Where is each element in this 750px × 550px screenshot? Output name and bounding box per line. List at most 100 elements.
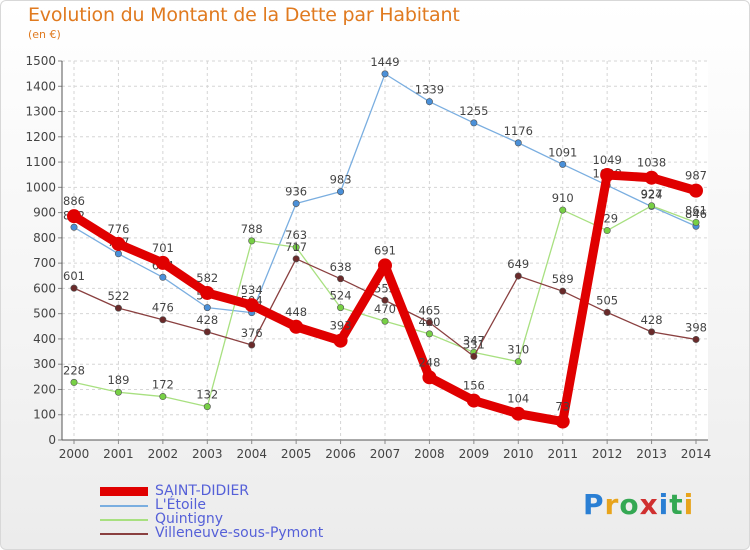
data-point xyxy=(559,206,567,214)
logo-letter: o xyxy=(619,488,640,521)
data-label: 1049 xyxy=(593,153,622,167)
y-tick-label: 1300 xyxy=(25,105,56,119)
y-tick-label: 600 xyxy=(33,281,56,295)
x-tick-label: 2004 xyxy=(236,447,267,461)
data-label: 910 xyxy=(552,191,574,205)
data-label: 465 xyxy=(418,304,440,318)
y-tick-label: 800 xyxy=(33,231,56,245)
data-label: 248 xyxy=(418,355,440,369)
data-point xyxy=(200,285,215,300)
data-point xyxy=(381,317,389,325)
data-label: 1339 xyxy=(415,83,444,97)
y-tick-label: 300 xyxy=(33,357,56,371)
data-point xyxy=(114,250,122,258)
x-tick-label: 2013 xyxy=(636,447,667,461)
logo-letter: r xyxy=(604,488,620,521)
data-point xyxy=(692,335,700,343)
legend-item: Villeneuve-sous-Pymont xyxy=(100,525,420,541)
data-label: 1091 xyxy=(548,145,577,159)
y-tick-label: 700 xyxy=(33,256,56,270)
data-point xyxy=(70,223,78,231)
data-label: 524 xyxy=(330,289,352,303)
data-point xyxy=(555,414,570,429)
data-label: 228 xyxy=(63,363,85,377)
y-tick-label: 1500 xyxy=(25,54,56,68)
data-point xyxy=(648,328,656,336)
legend-swatch xyxy=(100,533,148,535)
data-label: 393 xyxy=(330,319,352,333)
logo-letter: t xyxy=(669,488,684,521)
data-point xyxy=(114,388,122,396)
data-point xyxy=(514,272,522,280)
data-point xyxy=(248,237,256,245)
data-label: 589 xyxy=(552,272,574,286)
data-label: 1255 xyxy=(459,104,488,118)
data-label: 763 xyxy=(285,228,307,242)
data-point xyxy=(466,393,481,408)
data-label: 347 xyxy=(463,333,485,347)
data-label: 987 xyxy=(685,169,707,183)
data-point xyxy=(159,273,167,281)
data-label: 1038 xyxy=(637,156,666,170)
data-point xyxy=(337,188,345,196)
data-point xyxy=(337,275,345,283)
x-tick-label: 2002 xyxy=(148,447,179,461)
data-point xyxy=(600,167,615,182)
data-label: 428 xyxy=(196,313,218,327)
data-point xyxy=(514,358,522,366)
data-point xyxy=(692,218,700,226)
data-label: 924 xyxy=(641,188,663,202)
data-label: 534 xyxy=(241,283,263,297)
data-label: 172 xyxy=(152,378,174,392)
x-tick-label: 2008 xyxy=(414,447,445,461)
data-label: 428 xyxy=(641,313,663,327)
data-label: 331 xyxy=(463,337,485,351)
y-tick-label: 900 xyxy=(33,206,56,220)
logo-letter: i xyxy=(683,488,695,521)
data-point xyxy=(689,183,703,198)
data-point xyxy=(425,319,433,327)
data-label: 132 xyxy=(196,388,218,402)
x-tick-label: 2011 xyxy=(547,447,578,461)
data-point xyxy=(159,393,167,401)
data-label: 776 xyxy=(107,222,129,236)
data-point xyxy=(70,378,78,386)
y-tick-label: 1400 xyxy=(25,79,56,93)
data-label: 582 xyxy=(196,271,218,285)
data-point xyxy=(381,296,389,304)
data-label: 470 xyxy=(374,302,396,316)
chart-title: Evolution du Montant de la Dette par Hab… xyxy=(28,4,460,26)
data-point xyxy=(159,316,167,324)
data-label: 1176 xyxy=(504,124,533,138)
data-point xyxy=(422,370,437,385)
data-point xyxy=(511,406,526,421)
legend-label: SAINT-DIDIER xyxy=(155,483,250,499)
data-point xyxy=(248,341,256,349)
data-label: 476 xyxy=(152,301,174,315)
plot-area xyxy=(62,61,708,440)
data-label: 310 xyxy=(507,343,529,357)
data-point xyxy=(425,98,433,106)
data-label: 936 xyxy=(285,185,307,199)
data-label: 1449 xyxy=(370,55,399,69)
data-label: 505 xyxy=(596,293,618,307)
data-point xyxy=(603,308,611,316)
data-point xyxy=(203,304,211,312)
data-label: 788 xyxy=(241,222,263,236)
data-label: 601 xyxy=(63,269,85,283)
data-point xyxy=(603,227,611,235)
data-label: 649 xyxy=(507,257,529,271)
data-point xyxy=(292,243,300,251)
data-label: 376 xyxy=(241,326,263,340)
data-label: 522 xyxy=(107,289,129,303)
data-point xyxy=(425,330,433,338)
data-point xyxy=(203,328,211,336)
x-tick-label: 2006 xyxy=(325,447,356,461)
legend-item: L'Étoile xyxy=(100,497,420,513)
logo-letter: P xyxy=(583,488,605,521)
data-point xyxy=(470,119,478,127)
data-label: 638 xyxy=(330,260,352,274)
x-tick-label: 2000 xyxy=(59,447,90,461)
logo-letter: x xyxy=(639,488,659,521)
